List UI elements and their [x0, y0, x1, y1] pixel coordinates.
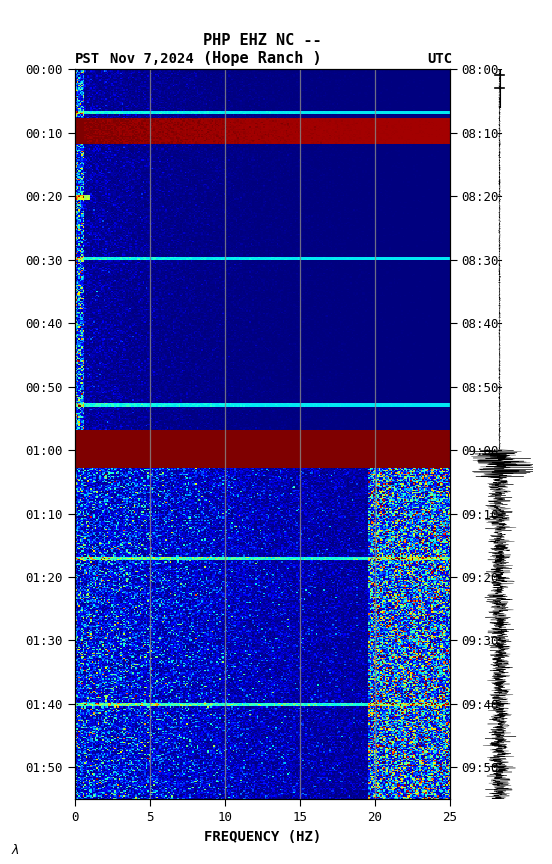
Text: (Hope Ranch ): (Hope Ranch ) — [203, 51, 321, 66]
Text: PHP EHZ NC --: PHP EHZ NC -- — [203, 33, 321, 48]
Text: $\lambda$: $\lambda$ — [11, 842, 20, 856]
X-axis label: FREQUENCY (HZ): FREQUENCY (HZ) — [204, 829, 321, 843]
Text: Nov 7,2024: Nov 7,2024 — [110, 52, 194, 66]
Text: UTC: UTC — [427, 52, 453, 66]
Text: PST: PST — [75, 52, 100, 66]
